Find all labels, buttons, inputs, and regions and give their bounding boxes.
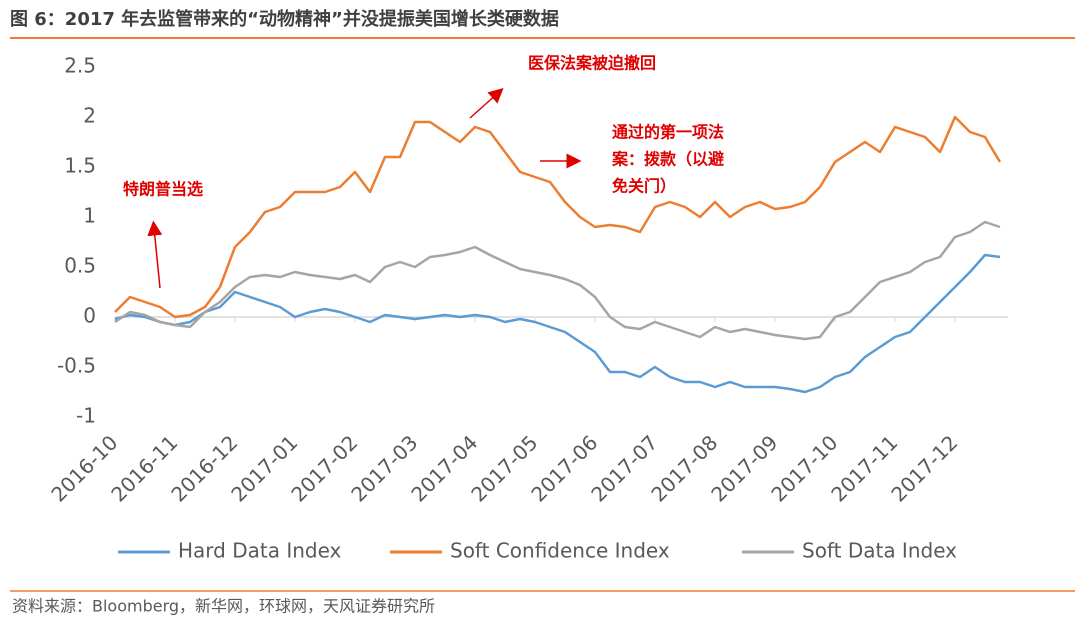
arrow: [469, 88, 504, 119]
legend-label: Hard Data Index: [178, 539, 342, 563]
annotation: 特朗普当选: [123, 180, 203, 199]
x-tick-label: 2017-12: [886, 430, 962, 506]
series-line: [114, 115, 1002, 319]
y-tick-label: 1: [83, 204, 96, 228]
chart-title: 图 6：2017 年去监管带来的“动物精神”并没提振美国增长类硬数据: [10, 8, 559, 30]
annotation: 医保法案被迫撤回: [528, 54, 656, 73]
series-line: [114, 220, 1001, 341]
legend-label: Soft Data Index: [802, 539, 957, 563]
series-line: [114, 253, 1001, 394]
annotation: 案：拨款（以避: [611, 150, 724, 169]
legend-label: Soft Confidence Index: [450, 539, 670, 563]
y-tick-label: 1.5: [64, 154, 96, 178]
annotation: 免关门）: [612, 177, 676, 196]
annotation: 通过的第一项法: [612, 123, 724, 142]
arrow: [147, 220, 163, 289]
y-tick-label: 0.5: [64, 254, 96, 278]
y-tick-label: 2.5: [64, 54, 96, 78]
y-tick-label: -1: [76, 404, 96, 428]
y-tick-label: 0: [83, 304, 96, 328]
y-tick-label: -0.5: [57, 354, 96, 378]
y-tick-label: 2: [83, 104, 96, 128]
source: 资料来源：Bloomberg，新华网，环球网，天风证券研究所: [12, 597, 435, 616]
